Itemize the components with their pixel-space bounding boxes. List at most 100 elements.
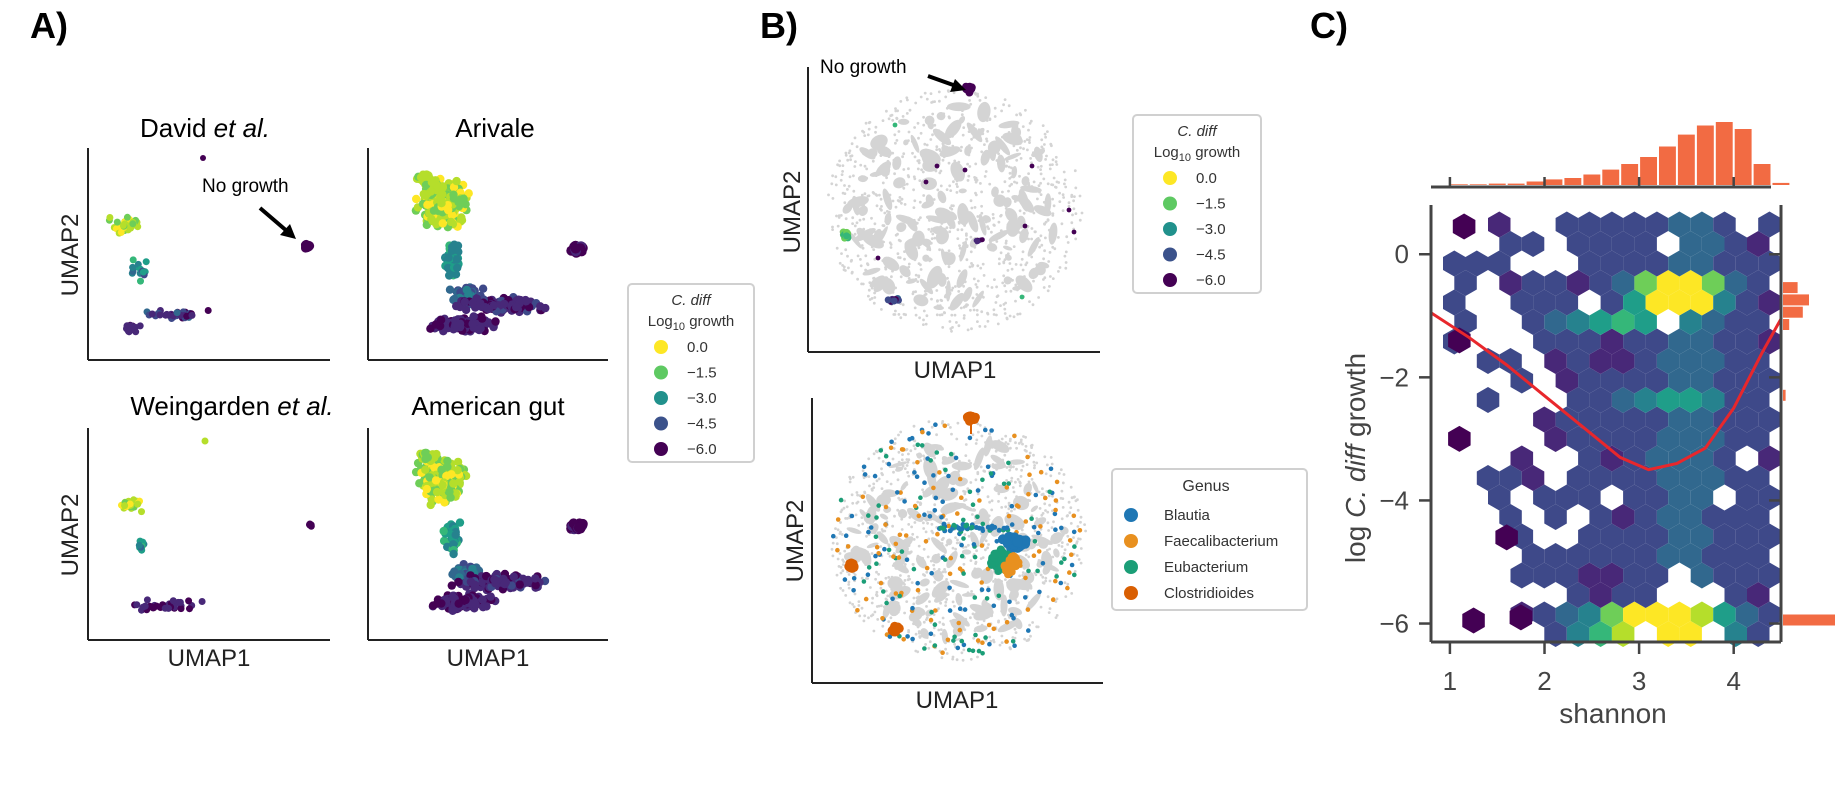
scatter-point: [1043, 495, 1048, 501]
background-point: [893, 437, 897, 441]
background-point: [917, 161, 921, 165]
background-point: [944, 570, 947, 574]
background-point: [1051, 494, 1054, 498]
background-point: [951, 589, 955, 593]
hexbin-cell: [1735, 250, 1759, 277]
scatter-point: [991, 603, 997, 609]
background-point: [942, 311, 946, 314]
background-point: [988, 432, 992, 436]
marginal-x-bar: [1526, 181, 1544, 185]
hexbin-cell: [1645, 367, 1669, 394]
background-point: [1035, 461, 1039, 465]
background-point: [938, 620, 942, 624]
marginal-x-bar: [1469, 184, 1487, 185]
scatter-point: [468, 298, 477, 308]
scatter-point: [483, 304, 492, 313]
background-point: [1004, 578, 1007, 581]
scatter-point: [1062, 556, 1067, 562]
background-point: [1061, 481, 1065, 485]
scatter-point: [106, 214, 114, 221]
points-arivale: [411, 170, 588, 336]
background-point: [897, 238, 901, 242]
background-point: [839, 178, 843, 182]
marginal-x-bar: [1772, 182, 1790, 185]
background-point: [1040, 243, 1044, 247]
scatter-point: [418, 170, 428, 179]
background-point: [971, 612, 975, 616]
scatter-point: [946, 523, 951, 529]
background-point: [913, 199, 917, 203]
background-point: [856, 254, 860, 258]
background-point: [965, 232, 968, 236]
background-point: [1068, 511, 1072, 515]
background-point: [981, 262, 985, 266]
hexbin-cell: [1600, 211, 1624, 238]
scatter-point: [915, 442, 921, 448]
scatter-point: [955, 645, 961, 651]
scatter-point: [176, 598, 184, 606]
hexbin-cell: [1589, 543, 1612, 569]
scatter-point: [468, 564, 477, 574]
background-point: [890, 275, 893, 279]
scatter-point: [876, 503, 881, 508]
background-point: [875, 605, 879, 608]
hexbin-cell: [1499, 348, 1522, 374]
scatter-point: [961, 536, 966, 541]
hexbin-cell: [1623, 250, 1646, 277]
background-point: [1021, 464, 1025, 468]
y-tick-label: −4: [1379, 485, 1409, 515]
scatter-point: [937, 470, 942, 475]
scatter-point: [847, 558, 856, 568]
scatter-point: [1053, 507, 1058, 513]
background-point: [830, 547, 834, 551]
background-cluster: [896, 222, 907, 233]
points-americangut: [411, 448, 588, 615]
background-point: [1038, 507, 1042, 510]
scatter-point: [835, 547, 840, 553]
background-point: [906, 174, 910, 177]
scatter-point: [897, 593, 902, 599]
hexbin-cell: [1566, 309, 1590, 335]
background-point: [1053, 247, 1057, 251]
background-point: [881, 460, 885, 463]
hexbin-cell: [1747, 582, 1770, 608]
background-point: [938, 248, 941, 252]
background-point: [1000, 506, 1004, 509]
background-cluster: [846, 527, 862, 534]
background-point: [899, 574, 902, 577]
background-point: [974, 478, 978, 482]
background-point: [975, 549, 978, 553]
background-point: [853, 592, 857, 596]
background-point: [984, 539, 988, 543]
scatter-point: [933, 422, 938, 428]
background-point: [897, 313, 901, 316]
background-point: [1018, 174, 1021, 178]
hexbin-cell: [1747, 387, 1770, 413]
scatter-point: [843, 232, 850, 240]
background-point: [975, 308, 979, 312]
background-point: [906, 471, 909, 474]
background-point: [978, 423, 982, 427]
background-point: [1010, 182, 1013, 186]
background-point: [843, 499, 846, 503]
background-point: [1017, 442, 1021, 445]
scatter-point: [912, 503, 918, 509]
background-point: [855, 221, 859, 225]
background-point: [944, 647, 947, 651]
hexbin-cell: [1679, 543, 1702, 569]
y-label-david: UMAP2: [57, 214, 84, 297]
background-point: [1046, 182, 1050, 186]
background-point: [932, 626, 936, 630]
background-point: [836, 163, 839, 167]
chart-david: David et al. UMAP2 No growth: [57, 113, 330, 361]
background-point: [864, 121, 868, 125]
background-cluster: [882, 256, 900, 271]
scatter-point: [915, 580, 920, 586]
legend-marker: [654, 442, 668, 456]
background-point: [1005, 317, 1009, 321]
background-point: [1067, 500, 1071, 504]
background-point: [875, 204, 879, 208]
background-point: [924, 643, 927, 646]
scatter-point: [1012, 433, 1017, 439]
scatter-point: [975, 638, 981, 643]
